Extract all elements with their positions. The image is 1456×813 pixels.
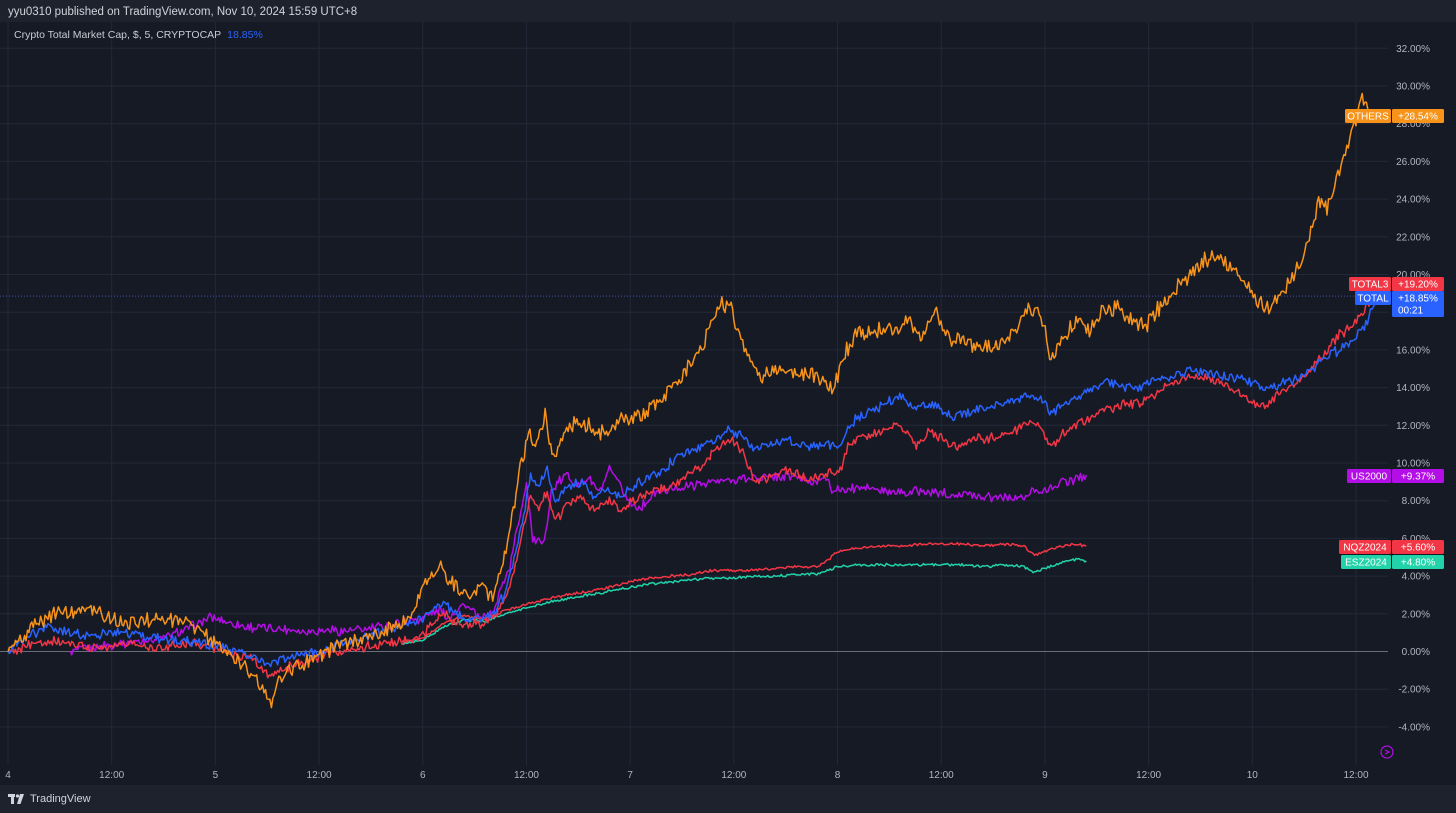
y-tick-label: 30.00% — [1396, 82, 1430, 93]
y-tick-label: 2.00% — [1402, 609, 1430, 620]
x-tick-label: 7 — [627, 770, 633, 781]
y-tick-label: 10.00% — [1396, 459, 1430, 470]
x-tick-label: 6 — [420, 770, 426, 781]
series-tag-us2000[interactable]: US2000 +9.37% — [1347, 469, 1444, 483]
series-line-total3[interactable] — [7, 289, 1378, 679]
legend-value: 18.85% — [227, 29, 263, 41]
y-tick-label: 8.00% — [1402, 496, 1430, 507]
tradingview-logo[interactable]: TradingView — [8, 785, 91, 813]
y-tick-label: 26.00% — [1396, 157, 1430, 168]
series-value-tag — [1392, 109, 1444, 123]
series-value-text: +4.80% — [1401, 558, 1435, 569]
y-tick-label: 4.00% — [1402, 572, 1430, 583]
y-tick-label: 12.00% — [1396, 421, 1430, 432]
countdown-text: 00:21 — [1398, 306, 1423, 317]
series-group — [7, 92, 1378, 709]
x-tick-label: 12:00 — [929, 770, 954, 781]
x-tick-label: 12:00 — [1343, 770, 1368, 781]
series-name-tag — [1339, 540, 1391, 554]
series-name-tag — [1341, 555, 1391, 569]
chart-area[interactable]: 32.00% 30.00% 28.00% 26.00% 24.00% 22.00% 20.0… — [0, 22, 1456, 785]
series-name-tag — [1355, 291, 1391, 305]
series-value-tag — [1392, 555, 1444, 569]
series-name-text: TOTAL3 — [1352, 280, 1389, 291]
x-tick-label: 12:00 — [99, 770, 124, 781]
series-value-tag — [1392, 291, 1444, 317]
y-tick-label: -2.00% — [1398, 685, 1430, 696]
series-tag-nqz2024[interactable]: NQZ2024 +5.60% — [1339, 540, 1444, 554]
series-tag-esz2024[interactable]: ESZ2024 +4.80% — [1341, 555, 1444, 569]
series-name-text: ESZ2024 — [1345, 558, 1387, 569]
x-tick-label: 10 — [1247, 770, 1259, 781]
y-tick-label: 14.00% — [1396, 383, 1430, 394]
y-tick-label: 6.00% — [1402, 534, 1430, 545]
x-tick-label: 12:00 — [721, 770, 746, 781]
series-line-nqz2024[interactable] — [401, 541, 1087, 644]
series-name-text: NQZ2024 — [1343, 543, 1387, 554]
series-name-text: TOTAL — [1357, 294, 1389, 305]
series-value-tag — [1392, 540, 1444, 554]
series-name-tag — [1347, 469, 1391, 483]
series-line-us2000[interactable] — [69, 464, 1088, 656]
tradingview-logo-icon — [8, 794, 24, 804]
series-tag-total[interactable]: TOTAL +18.85%00:21 — [1355, 291, 1444, 317]
series-name-text: OTHERS — [1347, 112, 1389, 123]
series-value-tag — [1392, 277, 1444, 291]
series-name-tag — [1345, 109, 1391, 123]
y-tick-label: -4.00% — [1398, 722, 1430, 733]
publish-header: yyu0310 published on TradingView.com, No… — [0, 0, 1456, 24]
x-tick-label: 12:00 — [514, 770, 539, 781]
series-value-text: +28.54% — [1398, 112, 1438, 123]
x-axis: 4 12:00 5 12:00 6 12:00 7 12:00 8 12:00 9 12:00 10 12… — [5, 770, 1369, 781]
series-value-text: +5.60% — [1401, 543, 1435, 554]
y-tick-label: 16.00% — [1396, 345, 1430, 356]
x-tick-label: 5 — [213, 770, 219, 781]
x-tick-label: 8 — [835, 770, 841, 781]
y-tick-label: 24.00% — [1396, 195, 1430, 206]
y-tick-label: 20.00% — [1396, 270, 1430, 281]
series-tag-others[interactable]: OTHERS +28.54% — [1345, 109, 1444, 123]
y-axis: 32.00% 30.00% 28.00% 26.00% 24.00% 22.00% 20.0… — [1396, 44, 1430, 734]
x-tick-label: 4 — [5, 770, 11, 781]
series-name-tag — [1349, 277, 1391, 291]
x-tick-label: 9 — [1042, 770, 1048, 781]
chart-background — [0, 22, 1456, 785]
series-value-tag — [1392, 469, 1444, 483]
series-value-text: +18.85% — [1398, 294, 1438, 305]
footer-brand: TradingView — [30, 793, 91, 805]
series-line-total[interactable] — [7, 296, 1378, 668]
x-tick-label: 12:00 — [307, 770, 332, 781]
y-tick-label: 32.00% — [1396, 44, 1430, 55]
x-tick-label: 12:00 — [1136, 770, 1161, 781]
series-tags: OTHERS +28.54% TOTAL3 +19.20% TOTAL +18.85%00… — [1339, 109, 1444, 569]
legend-title: Crypto Total Market Cap, $, 5, CRYPTOCAP — [14, 29, 222, 41]
series-value-text: +19.20% — [1398, 280, 1438, 291]
y-tick-label: 28.00% — [1396, 119, 1430, 130]
y-tick-label: 0.00% — [1402, 647, 1430, 658]
grid — [0, 22, 1388, 765]
chart-legend: Crypto Total Market Cap, $, 5, CRYPTOCAP… — [14, 28, 263, 42]
series-line-esz2024[interactable] — [401, 557, 1087, 646]
go-to-realtime-icon[interactable] — [1380, 745, 1394, 759]
series-value-text: +9.37% — [1401, 472, 1435, 483]
series-name-text: US2000 — [1351, 472, 1388, 483]
y-tick-label: 22.00% — [1396, 232, 1430, 243]
series-line-others[interactable] — [7, 92, 1378, 709]
footer-bar: TradingView — [0, 785, 1456, 813]
series-tag-total3[interactable]: TOTAL3 +19.20% — [1349, 277, 1444, 291]
publish-info: yyu0310 published on TradingView.com, No… — [8, 6, 358, 18]
